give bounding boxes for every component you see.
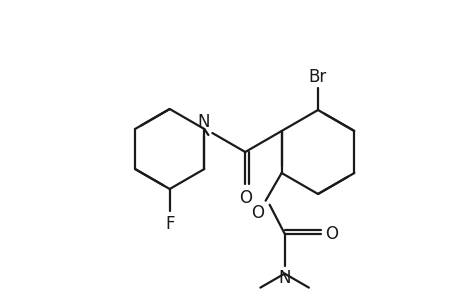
Text: N: N [197,113,210,131]
Text: Br: Br [308,68,326,86]
Text: O: O [324,225,337,243]
Text: N: N [278,268,290,286]
Text: O: O [238,189,251,207]
Text: O: O [250,204,263,222]
Text: F: F [165,215,174,233]
